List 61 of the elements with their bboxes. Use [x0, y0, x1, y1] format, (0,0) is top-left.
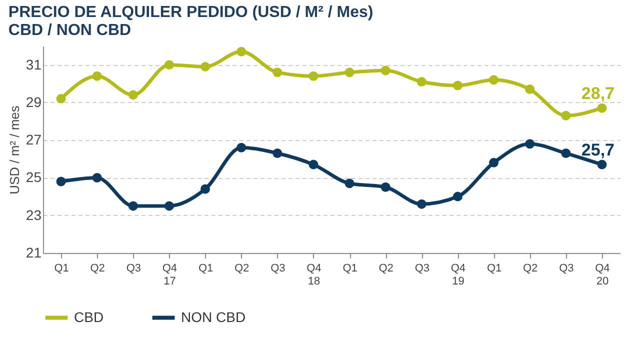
point: [200, 62, 210, 72]
y-tick-label: 29: [26, 94, 42, 110]
x-tick-label: Q3: [270, 262, 286, 274]
point: [416, 199, 426, 209]
y-tick-label: 23: [26, 206, 42, 223]
point: [164, 201, 174, 211]
y-tick-label: 21: [26, 244, 42, 260]
point: [452, 192, 462, 202]
x-tick-label: Q1: [198, 262, 214, 274]
text: PRECIO DE ALQUILER PEDIDO (USD / M² / Mes): [8, 4, 374, 21]
x-tick-label: Q1: [342, 262, 358, 274]
point: [344, 68, 354, 78]
point: [525, 84, 535, 94]
point: [489, 75, 499, 85]
point: [236, 46, 246, 56]
point: [489, 158, 499, 168]
point: [597, 160, 607, 170]
point: [56, 94, 66, 104]
point: [164, 60, 174, 70]
y-tick-label: 27: [26, 132, 42, 148]
point: [597, 103, 607, 113]
x-tick-label: Q3: [559, 262, 574, 274]
x-tick-label: Q4 20: [595, 262, 610, 288]
x-tick-label: Q1: [486, 262, 502, 274]
x-tick-label: Q2: [523, 262, 538, 274]
legend-label: CBD: [74, 308, 104, 325]
x-tick-label: Q3: [126, 262, 141, 274]
point: [272, 148, 282, 158]
text: CBD / NON CBD: [8, 22, 132, 39]
y-axis-title: USD / m² / mes: [6, 105, 22, 194]
point: [452, 80, 462, 90]
point: [56, 176, 66, 186]
point: [561, 110, 571, 120]
data-label: 28,7: [581, 84, 615, 104]
x-tick-label: Q4 17: [162, 262, 178, 288]
point: [380, 182, 390, 192]
point: [416, 77, 426, 86]
point: [308, 71, 318, 81]
legend-label: NON CBD: [181, 308, 246, 325]
point: [344, 178, 354, 188]
point: [92, 71, 102, 81]
point: [128, 201, 138, 211]
data-label: 25,7: [581, 140, 615, 160]
x-tick-label: Q4 18: [306, 262, 322, 288]
x-tick-label: Q3: [414, 262, 430, 274]
point: [128, 90, 138, 100]
point: [92, 172, 102, 182]
point: [561, 148, 571, 158]
y-tick-label: 31: [26, 56, 42, 72]
point: [236, 142, 246, 152]
point: [200, 184, 210, 194]
x-tick-label: Q2: [378, 262, 394, 274]
point: [525, 139, 535, 149]
point: [380, 66, 390, 76]
x-tick-label: Q4 19: [450, 262, 466, 288]
x-tick-label: Q1: [54, 262, 69, 274]
x-tick-label: Q2: [90, 262, 105, 274]
x-tick-label: Q2: [234, 262, 250, 274]
point: [308, 160, 318, 170]
y-tick-label: 25: [26, 169, 42, 186]
point: [272, 68, 282, 78]
